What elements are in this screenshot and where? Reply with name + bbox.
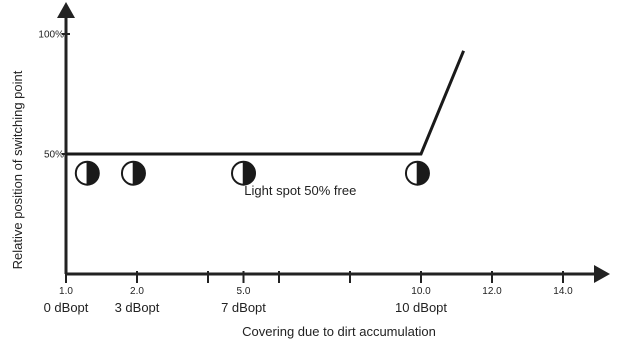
x-tick-label-6: 10.0 bbox=[411, 286, 431, 297]
marker-fill-2 bbox=[243, 161, 256, 185]
marker-fill-0 bbox=[87, 161, 99, 185]
x-tick-label-7: 12.0 bbox=[482, 286, 502, 297]
tick-group: 1.0 2.0 5.0 10.0 12.0 14.0 50% 100% 0 dBopt 3 dBo… bbox=[38, 30, 573, 316]
series-line-0 bbox=[66, 50, 465, 156]
light-spot-marker-1 bbox=[120, 160, 146, 186]
x-axis-title: Covering due to dirt accumulation bbox=[242, 324, 436, 339]
x-axis-arrow bbox=[594, 265, 610, 283]
db-label-0: 0 dBopt bbox=[44, 300, 89, 315]
y-axis-arrow bbox=[57, 2, 75, 18]
y-tick-label-0: 50% bbox=[44, 150, 64, 161]
marker-fill-3 bbox=[417, 161, 429, 185]
light-spot-marker-2 bbox=[231, 160, 256, 186]
db-label-2: 7 dBopt bbox=[221, 300, 266, 315]
x-tick-label-1: 2.0 bbox=[130, 286, 144, 297]
x-tick-label-8: 14.0 bbox=[553, 286, 573, 297]
db-label-3: 10 dBopt bbox=[395, 300, 447, 315]
annotation-label: Light spot 50% free bbox=[244, 183, 356, 198]
marker-group bbox=[74, 160, 430, 186]
x-tick-label-3: 5.0 bbox=[237, 286, 251, 297]
light-spot-marker-0 bbox=[74, 160, 100, 186]
y-axis-title: Relative position of switching point bbox=[10, 70, 25, 269]
y-tick-label-1: 100% bbox=[38, 30, 64, 41]
db-label-1: 3 dBopt bbox=[115, 300, 160, 315]
series-group bbox=[66, 50, 465, 156]
light-spot-marker-3 bbox=[404, 160, 430, 186]
x-tick-label-0: 1.0 bbox=[59, 286, 73, 297]
marker-fill-1 bbox=[133, 161, 145, 185]
